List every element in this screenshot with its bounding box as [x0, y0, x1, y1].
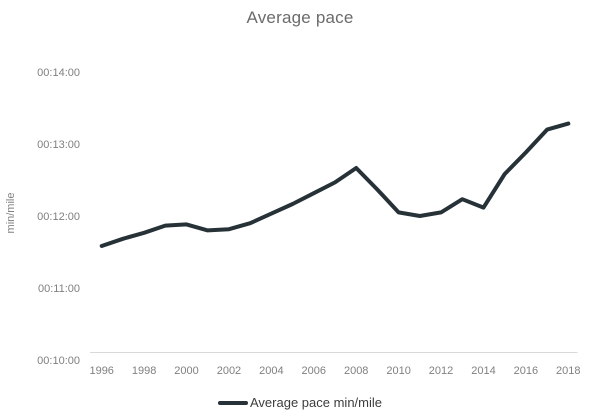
y-axis-title: min/mile	[5, 193, 17, 234]
legend-line-swatch	[218, 400, 248, 405]
x-tick-label: 2004	[259, 365, 283, 377]
legend-label: Average pace min/mile	[250, 395, 382, 410]
x-tick-label: 2014	[471, 365, 495, 377]
x-tick-label: 2018	[556, 365, 580, 377]
average-pace-series-line	[99, 121, 571, 248]
x-tick-label: 2012	[429, 365, 453, 377]
y-tick-label: 00:11:00	[38, 283, 80, 295]
y-tick-label: 00:14:00	[37, 67, 80, 79]
chart-title: Average pace	[246, 8, 354, 27]
legend: Average pace min/mile	[0, 395, 600, 410]
x-tick-label: 2008	[344, 365, 368, 377]
x-tick-label: 2016	[514, 365, 538, 377]
y-tick-label: 00:10:00	[37, 355, 80, 367]
x-tick-label: 2006	[302, 365, 326, 377]
x-tick-label: 1998	[132, 365, 156, 377]
x-tick-label: 2010	[386, 365, 410, 377]
y-tick-label: 00:12:00	[37, 211, 80, 223]
x-tick-label: 2000	[174, 365, 198, 377]
x-tick-label: 2002	[217, 365, 241, 377]
x-tick-label: 1996	[89, 365, 113, 377]
y-axis-tick-labels: 00:10:00 00:11:00 00:12:00 00:13:00 00:14:00	[37, 67, 80, 367]
x-axis-tick-labels: 1996 1998 2000 2002 2004 2006 2008 2010 2012 2014…	[89, 365, 580, 377]
y-tick-label: 00:13:00	[37, 139, 80, 151]
